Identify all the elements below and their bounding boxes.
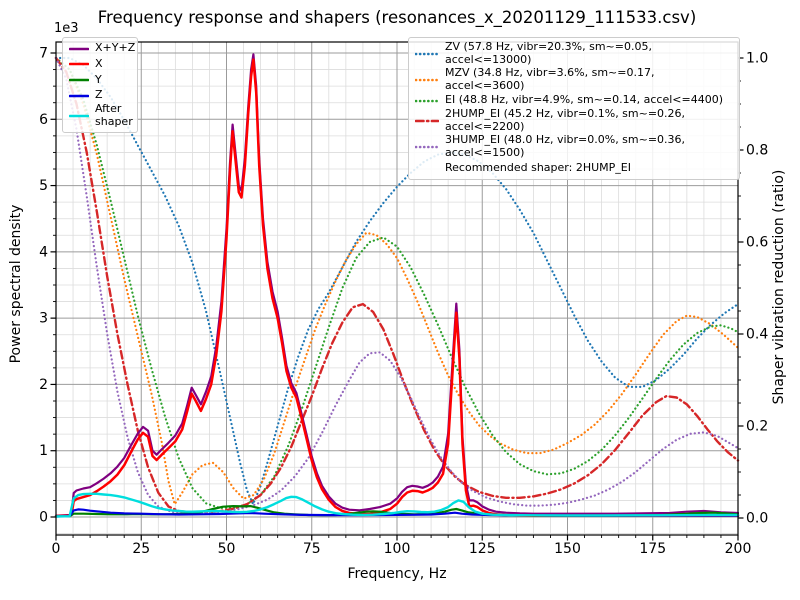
- legend-entry: Z: [69, 88, 131, 104]
- y-axis-left-label: Power spectral density: [8, 204, 24, 364]
- legend-line-sample-dotted: [415, 52, 439, 56]
- tick-labels: 0 25 50 75 100 125 150 175 200 0 1 2 3 4 5 6 7 0.0 0.2 0.4 0…: [39, 46, 768, 558]
- x-tick-label: 100: [384, 541, 411, 557]
- legend-entry: EI (48.8 Hz, vibr=4.9%, sm~=0.14, accel<…: [415, 93, 733, 109]
- x-tick-label: 0: [52, 541, 61, 557]
- y-left-tick-label: 5: [39, 178, 48, 194]
- y-right-tick-label: 0.4: [746, 327, 768, 343]
- y-right-tick-label: 0.2: [746, 419, 768, 435]
- legend-line-sample-dotted: [415, 146, 439, 149]
- x-tick-label: 125: [469, 541, 496, 557]
- x-tick-label: 50: [218, 541, 236, 557]
- y-right-tick-label: 1.0: [746, 51, 768, 67]
- series-3hump-ei: [54, 56, 740, 515]
- data-series: [54, 53, 740, 518]
- y-axis-offset-text: 1e3: [54, 21, 79, 36]
- legend-entry-label: Z: [95, 88, 103, 102]
- y-left-tick-label: 2: [39, 377, 48, 393]
- y-left-tick-label: 1: [39, 443, 48, 459]
- y-right-tick-label: 0.6: [746, 235, 768, 251]
- legend-line-sample-solid: [69, 47, 89, 51]
- legend-line-sample-dashdot: [415, 120, 439, 123]
- y-left-tick-label: 4: [39, 244, 48, 260]
- legend-entry-label: EI (48.8 Hz, vibr=4.9%, sm~=0.14, accel<…: [445, 93, 723, 107]
- legend-entry: MZV (34.8 Hz, vibr=3.6%, sm~=0.17, accel…: [415, 65, 733, 93]
- series-zv: [54, 56, 740, 506]
- axes: [50, 41, 744, 541]
- y-left-tick-label: 6: [39, 112, 48, 128]
- x-axis-label: Frequency, Hz: [347, 566, 447, 582]
- legend-entry: Y: [69, 72, 131, 88]
- recommended-shaper-text: Recommended shaper: 2HUMP_EI: [445, 160, 631, 174]
- legend-entry: X: [69, 57, 131, 73]
- legend-psd-rows: X+Y+Z X Y Z After shaper: [69, 41, 135, 129]
- legend-recommended-row: Recommended shaper: 2HUMP_EI: [415, 160, 733, 176]
- y-left-tick-label: 3: [39, 311, 48, 327]
- y-right-tick-label: 0.8: [746, 143, 768, 159]
- legend-entry-label: 2HUMP_EI (45.2 Hz, vibr=0.1%, sm~=0.26, …: [445, 107, 686, 134]
- series-after-shaper: [54, 492, 740, 518]
- x-tick-label: 25: [132, 541, 150, 557]
- legend-entry-label: 3HUMP_EI (48.0 Hz, vibr=0.0%, sm~=0.36, …: [445, 133, 686, 160]
- legend-entry-label: After shaper: [95, 102, 133, 129]
- legend-entry: 3HUMP_EI (48.0 Hz, vibr=0.0%, sm~=0.36, …: [415, 133, 733, 160]
- legend-line-sample-dotted: [415, 78, 439, 82]
- legend-entry-label: X: [95, 56, 103, 70]
- legend-entry-label: X+Y+Z: [95, 41, 136, 55]
- legend-entry: 2HUMP_EI (45.2 Hz, vibr=0.1%, sm~=0.26, …: [415, 107, 733, 134]
- legend-entry: After shaper: [69, 102, 133, 129]
- legend-line-sample-solid: [69, 94, 89, 97]
- legend-line-sample-solid: [69, 78, 89, 82]
- legend-line-sample-solid: [69, 115, 89, 118]
- series-ei: [54, 56, 740, 509]
- chart-title: Frequency response and shapers (resonanc…: [97, 8, 697, 27]
- series-x: [54, 58, 740, 518]
- y-left-tick-label: 7: [39, 46, 48, 62]
- series-2hump-ei: [54, 56, 740, 514]
- legend-entry: X+Y+Z: [69, 41, 135, 57]
- legend-shapers-rows: ZV (57.8 Hz, vibr=20.3%, sm~=0.05, accel…: [415, 40, 733, 160]
- y-left-tick-label: 0: [39, 510, 48, 526]
- legend-entry-label: ZV (57.8 Hz, vibr=20.3%, sm~=0.05, accel…: [445, 40, 652, 66]
- x-tick-label: 75: [303, 541, 321, 557]
- legend-line-sample-solid: [69, 63, 89, 66]
- series-mzv: [54, 56, 740, 506]
- x-tick-label: 150: [554, 541, 581, 557]
- x-tick-label: 175: [639, 541, 666, 557]
- legend-psd: X+Y+Z X Y Z After shaper: [62, 37, 138, 134]
- legend-entry-label: Y: [95, 72, 102, 86]
- legend-entry: ZV (57.8 Hz, vibr=20.3%, sm~=0.05, accel…: [415, 40, 733, 67]
- y-axis-right-label: Shaper vibration reduction (ratio): [771, 169, 787, 405]
- legend-shapers: ZV (57.8 Hz, vibr=20.3%, sm~=0.05, accel…: [408, 37, 740, 180]
- y-right-tick-label: 0.0: [746, 511, 768, 527]
- legend-entry-label: MZV (34.8 Hz, vibr=3.6%, sm~=0.17, accel…: [445, 65, 655, 92]
- x-tick-label: 200: [725, 541, 752, 557]
- legend-line-sample-dotted: [415, 99, 439, 102]
